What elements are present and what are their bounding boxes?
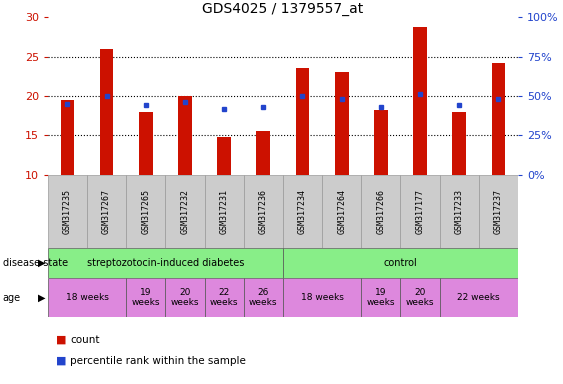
Text: GSM317266: GSM317266 xyxy=(376,189,385,234)
Bar xyxy=(166,175,204,248)
Text: 22
weeks: 22 weeks xyxy=(210,288,238,307)
Text: GSM317267: GSM317267 xyxy=(102,189,111,234)
Bar xyxy=(100,49,114,175)
Text: 26
weeks: 26 weeks xyxy=(249,288,278,307)
Text: GSM317232: GSM317232 xyxy=(181,189,190,234)
Bar xyxy=(335,73,348,175)
Text: percentile rank within the sample: percentile rank within the sample xyxy=(70,356,246,366)
Bar xyxy=(413,27,427,175)
Bar xyxy=(283,248,518,278)
Bar xyxy=(400,175,440,248)
Bar xyxy=(87,175,126,248)
Text: 22 weeks: 22 weeks xyxy=(458,293,500,302)
Bar xyxy=(139,112,153,175)
Title: GDS4025 / 1379557_at: GDS4025 / 1379557_at xyxy=(202,2,364,16)
Text: GSM317234: GSM317234 xyxy=(298,189,307,234)
Bar xyxy=(217,137,231,175)
Text: GSM317233: GSM317233 xyxy=(455,189,464,234)
Text: ▶: ▶ xyxy=(38,293,45,303)
Bar xyxy=(126,175,166,248)
Bar xyxy=(48,248,283,278)
Bar xyxy=(296,68,309,175)
Bar xyxy=(361,175,400,248)
Bar xyxy=(400,278,440,317)
Bar xyxy=(61,100,74,175)
Text: ■: ■ xyxy=(56,335,67,345)
Text: disease state: disease state xyxy=(3,258,68,268)
Bar xyxy=(283,278,361,317)
Text: GSM317235: GSM317235 xyxy=(63,189,72,234)
Bar xyxy=(479,175,518,248)
Bar xyxy=(126,278,166,317)
Text: 19
weeks: 19 weeks xyxy=(367,288,395,307)
Text: control: control xyxy=(383,258,417,268)
Text: 18 weeks: 18 weeks xyxy=(66,293,109,302)
Bar xyxy=(178,96,192,175)
Bar xyxy=(244,278,283,317)
Text: GSM317177: GSM317177 xyxy=(415,189,425,234)
Bar xyxy=(361,278,400,317)
Text: GSM317231: GSM317231 xyxy=(220,189,229,234)
Text: 20
weeks: 20 weeks xyxy=(406,288,434,307)
Bar xyxy=(322,175,361,248)
Bar xyxy=(48,278,126,317)
Text: 19
weeks: 19 weeks xyxy=(132,288,160,307)
Text: count: count xyxy=(70,335,100,345)
Bar xyxy=(204,278,244,317)
Bar xyxy=(440,175,479,248)
Text: GSM317265: GSM317265 xyxy=(141,189,150,234)
Text: GSM317237: GSM317237 xyxy=(494,189,503,234)
Bar xyxy=(374,110,388,175)
Bar xyxy=(48,175,87,248)
Text: 18 weeks: 18 weeks xyxy=(301,293,343,302)
Bar xyxy=(452,112,466,175)
Bar xyxy=(283,175,322,248)
Bar xyxy=(440,278,518,317)
Text: age: age xyxy=(3,293,21,303)
Bar xyxy=(244,175,283,248)
Bar xyxy=(166,278,204,317)
Bar xyxy=(491,63,505,175)
Bar xyxy=(257,131,270,175)
Text: GSM317236: GSM317236 xyxy=(259,189,268,234)
Text: 20
weeks: 20 weeks xyxy=(171,288,199,307)
Text: GSM317264: GSM317264 xyxy=(337,189,346,234)
Text: streptozotocin-induced diabetes: streptozotocin-induced diabetes xyxy=(87,258,244,268)
Text: ■: ■ xyxy=(56,356,67,366)
Bar xyxy=(204,175,244,248)
Text: ▶: ▶ xyxy=(38,258,45,268)
